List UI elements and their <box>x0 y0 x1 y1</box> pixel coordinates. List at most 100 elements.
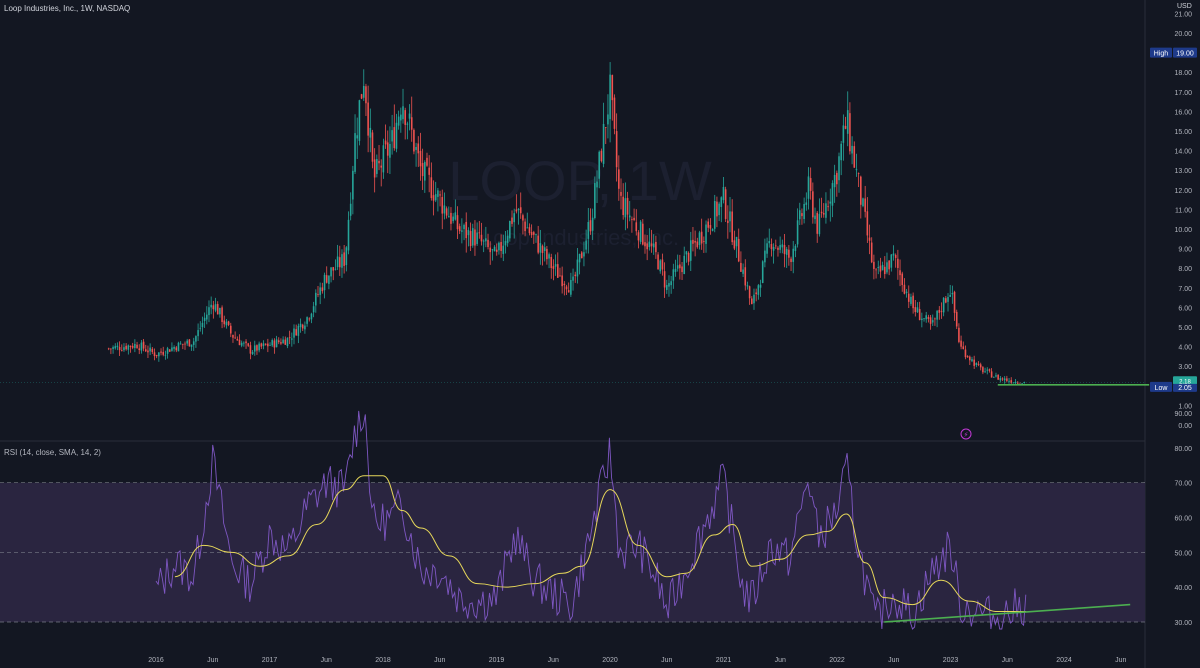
time-axis-label: 2024 <box>1056 657 1072 664</box>
candle-body <box>341 254 343 268</box>
price-tick-label: 12.00 <box>1174 188 1192 195</box>
candle-body <box>1010 380 1013 383</box>
low-label-text: Low <box>1155 385 1169 392</box>
candle-body <box>665 285 668 290</box>
candle-body <box>862 198 864 207</box>
candle-body <box>644 242 646 247</box>
candle-body <box>502 245 505 254</box>
rsi-tick-label: 90.00 <box>1174 411 1192 418</box>
candle-body <box>955 311 958 327</box>
candle-body <box>977 363 980 365</box>
candle-body <box>683 255 686 275</box>
price-tick-label: 3.00 <box>1178 364 1192 371</box>
candle-body <box>413 129 415 152</box>
candle-body <box>877 267 880 269</box>
low-value-text: 2.05 <box>1178 385 1192 392</box>
candle-body <box>1003 378 1006 381</box>
candle-body <box>175 347 178 351</box>
candle-body <box>940 311 943 312</box>
candle-body <box>825 203 827 218</box>
candle-body <box>770 243 773 250</box>
candle-body <box>934 318 936 320</box>
candle-body <box>543 247 546 252</box>
candle-body <box>591 217 594 231</box>
candle-body <box>227 321 230 325</box>
candle-body <box>1021 383 1023 385</box>
time-axis-label: Jun <box>1115 657 1126 664</box>
candle-body <box>607 114 609 125</box>
candle-body <box>195 336 197 342</box>
candle-body <box>735 236 738 247</box>
event-flash-icon <box>960 428 972 440</box>
candle-body <box>182 343 184 345</box>
candle-body <box>921 318 923 320</box>
candle-body <box>997 374 999 380</box>
candle-body <box>402 106 404 120</box>
candle-body <box>764 250 766 263</box>
candle-body <box>748 286 751 299</box>
time-axis-label: Jun <box>1002 657 1013 664</box>
candle-body <box>315 292 317 306</box>
candle-body <box>639 221 642 242</box>
candle-body <box>249 345 252 354</box>
candle-body <box>362 85 365 98</box>
candle-body <box>753 294 755 304</box>
candle-body <box>288 337 291 339</box>
candle-body <box>746 285 749 287</box>
candle-body <box>511 217 513 224</box>
candle-body <box>434 194 437 201</box>
candle-body <box>709 225 712 229</box>
currency-label: USD <box>1177 3 1192 10</box>
candle-body <box>447 216 450 218</box>
price-tick-label: 20.00 <box>1174 31 1192 38</box>
time-axis-label: 2021 <box>716 657 732 664</box>
candle-body <box>522 215 524 221</box>
candle-body <box>229 325 232 334</box>
candle-body <box>559 275 561 277</box>
candle-body <box>371 132 374 162</box>
candle-body <box>818 213 821 235</box>
candle-body <box>471 228 474 246</box>
candle-body <box>199 327 202 329</box>
candle-body <box>192 341 195 345</box>
candle-body <box>982 367 984 373</box>
rsi-indicator-label[interactable]: RSI (14, close, SMA, 14, 2) <box>4 448 101 457</box>
candle-body <box>958 327 960 342</box>
candle-body <box>781 244 784 248</box>
candle-body <box>271 340 274 346</box>
candle-body <box>1016 382 1019 384</box>
price-tick-label: 10.00 <box>1174 227 1192 234</box>
candle-body <box>526 227 529 229</box>
candle-body <box>600 150 603 162</box>
candle-body <box>419 150 422 167</box>
candle-body <box>572 276 574 281</box>
candle-body <box>480 234 483 242</box>
candle-body <box>162 351 165 355</box>
candle-body <box>589 220 592 232</box>
candle-body <box>280 342 282 344</box>
time-axis-label: 2023 <box>943 657 959 664</box>
candle-body <box>297 325 300 336</box>
candles-group <box>107 62 1026 386</box>
price-tick-label: 21.00 <box>1174 11 1192 18</box>
rsi-sma-line <box>174 475 1027 613</box>
candle-body <box>140 342 143 351</box>
candle-body <box>668 283 670 287</box>
candle-body <box>186 340 188 344</box>
candle-body <box>219 307 221 315</box>
candle-body <box>798 210 801 220</box>
candle-body <box>476 232 478 244</box>
candle-body <box>299 323 302 328</box>
price-tick-label: 1.00 <box>1178 403 1192 410</box>
candle-body <box>897 258 899 268</box>
candle-body <box>840 143 842 161</box>
candle-body <box>724 189 727 219</box>
candle-body <box>110 348 112 350</box>
candle-body <box>766 243 768 254</box>
candle-body <box>779 245 781 250</box>
candle-body <box>964 349 967 358</box>
candle-body <box>875 269 877 271</box>
candle-body <box>792 248 795 262</box>
candle-body <box>685 251 688 255</box>
